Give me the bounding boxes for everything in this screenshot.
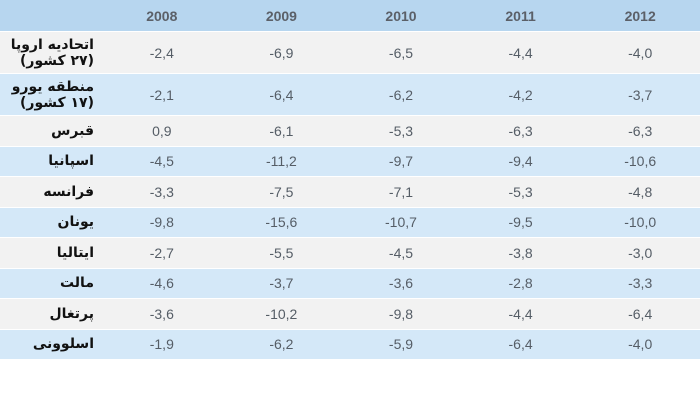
row-label-line1: منطقه یورو	[11, 78, 94, 95]
value-cell: -7,1	[388, 183, 414, 200]
row-label: ایتالیا	[56, 244, 94, 261]
value-cell: -5,3	[388, 122, 414, 139]
table-header-row: 2008 2009 2010 2011 2012	[0, 0, 700, 32]
header-year: 2008	[146, 7, 178, 24]
value-cell: -3,0	[628, 244, 653, 261]
row-label: قبرس	[51, 122, 94, 139]
value-cell: -4,6	[149, 275, 174, 292]
value-cell: -4,5	[388, 244, 414, 261]
row-label: یونان	[57, 214, 95, 231]
value-cell: -1,9	[149, 336, 174, 353]
header-year: 2011	[505, 7, 536, 24]
header-year: 2012	[624, 7, 656, 24]
value-cell: -3,7	[269, 275, 294, 292]
table-row: اسلوونی -1,9 -6,2 -5,9 -6,4 -4,0	[0, 329, 700, 360]
table-row: مالت -4,6 -3,7 -3,6 -2,8 -3,3	[0, 268, 700, 299]
value-cell: -11,2	[265, 153, 297, 170]
value-cell: -3,3	[628, 275, 653, 292]
value-cell: -6,9	[269, 44, 294, 61]
value-cell: -3,7	[628, 86, 653, 103]
value-cell: -9,8	[388, 305, 414, 322]
value-cell: -3,6	[149, 305, 174, 322]
row-label: اسپانیا	[48, 153, 94, 170]
row-label: اتحادیه اروپا (۲۷ کشور)	[0, 37, 102, 69]
value-cell: -4,4	[508, 305, 533, 322]
value-cell: -6,2	[388, 86, 414, 103]
value-cell: -4,0	[628, 44, 653, 61]
value-cell: -2,1	[149, 86, 174, 103]
table-row: پرتغال -3,6 -10,2 -9,8 -4,4 -6,4	[0, 299, 700, 330]
row-label-line2: (۲۷ کشور)	[20, 52, 94, 69]
value-cell: -5,5	[269, 244, 294, 261]
table-row: قبرس 0,9 -6,1 -5,3 -6,3 -6,3	[0, 116, 700, 147]
value-cell: -10,2	[265, 305, 298, 322]
value-cell: -6,1	[269, 122, 294, 139]
row-label-line2: (۱۷ کشور)	[20, 94, 94, 111]
value-cell: -10,0	[624, 214, 657, 231]
value-cell: -4,0	[628, 336, 653, 353]
value-cell: -3,3	[149, 183, 174, 200]
row-label: اسلوونی	[32, 336, 94, 353]
value-cell: -6,2	[269, 336, 294, 353]
value-cell: -4,4	[508, 44, 533, 61]
value-cell: -7,5	[269, 183, 294, 200]
row-label: فرانسه	[43, 183, 94, 200]
value-cell: -3,8	[508, 244, 533, 261]
row-label-line1: اتحادیه اروپا	[10, 36, 94, 53]
table-row: یونان -9,8 -15,6 -10,7 -9,5 -10,0	[0, 207, 700, 238]
value-cell: -5,9	[388, 336, 414, 353]
value-cell: -9,8	[149, 214, 174, 231]
row-label: مالت	[59, 275, 94, 292]
value-cell: -6,4	[508, 336, 533, 353]
value-cell: -10,7	[385, 214, 417, 231]
table-row: منطقه یورو (۱۷ کشور) -2,1 -6,4 -6,2 -4,2…	[0, 74, 700, 116]
header-year: 2009	[265, 7, 297, 24]
value-cell: -4,5	[149, 153, 174, 170]
value-cell: -6,3	[628, 122, 653, 139]
value-cell: -6,5	[388, 44, 414, 61]
value-cell: -3,6	[388, 275, 414, 292]
table-row: اتحادیه اروپا (۲۷ کشور) -2,4 -6,9 -6,5 -…	[0, 32, 700, 74]
value-cell: -6,4	[269, 86, 294, 103]
table-row: ایتالیا -2,7 -5,5 -4,5 -3,8 -3,0	[0, 238, 700, 269]
value-cell: -9,4	[508, 153, 533, 170]
value-cell: -2,7	[149, 244, 174, 261]
row-label: منطقه یورو (۱۷ کشور)	[0, 79, 102, 111]
value-cell: -10,6	[624, 153, 657, 170]
table-row: فرانسه -3,3 -7,5 -7,1 -5,3 -4,8	[0, 177, 700, 208]
value-cell: 0,9	[152, 122, 172, 139]
value-cell: -6,3	[508, 122, 533, 139]
value-cell: -6,4	[628, 305, 653, 322]
value-cell: -4,2	[508, 86, 533, 103]
value-cell: -2,8	[508, 275, 533, 292]
value-cell: -9,7	[388, 153, 414, 170]
value-cell: -15,6	[265, 214, 298, 231]
value-cell: -2,4	[149, 44, 174, 61]
value-cell: -4,8	[628, 183, 653, 200]
value-cell: -9,5	[508, 214, 533, 231]
table-row: اسپانیا -4,5 -11,2 -9,7 -9,4 -10,6	[0, 146, 700, 177]
row-label: پرتغال	[49, 305, 94, 322]
value-cell: -5,3	[508, 183, 533, 200]
header-year: 2010	[385, 7, 417, 24]
